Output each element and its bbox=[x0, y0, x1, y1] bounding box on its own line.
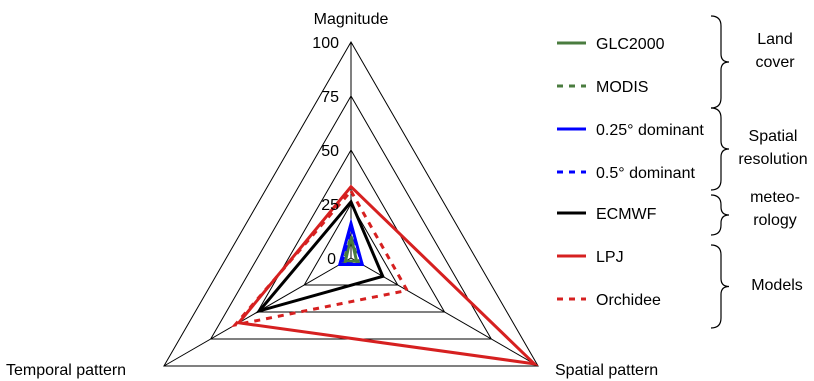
legend-label-4: ECMWF bbox=[596, 206, 657, 223]
group-label-land: Land bbox=[757, 31, 793, 48]
legend: GLC2000 MODIS 0.25° dominant 0.5° dominant E… bbox=[557, 36, 704, 309]
series-lpj bbox=[235, 184, 539, 366]
legend-label-5: LPJ bbox=[596, 249, 624, 266]
group-label-resolution: resolution bbox=[738, 151, 807, 168]
tick-label-50: 50 bbox=[321, 143, 339, 160]
brace-spatial-resolution bbox=[710, 107, 730, 191]
legend-label-0: GLC2000 bbox=[596, 36, 665, 53]
series-modis bbox=[341, 230, 361, 264]
tick-label-100: 100 bbox=[312, 35, 339, 52]
legend-groups: Land cover Spatial resolution meteo- rol… bbox=[710, 15, 808, 329]
tick-label-0: 0 bbox=[327, 251, 336, 268]
axis-label-temporal-pattern: Temporal pattern bbox=[6, 362, 126, 379]
series-ecmwf bbox=[255, 199, 385, 314]
group-label-cover: cover bbox=[755, 54, 795, 71]
group-label-rology: rology bbox=[753, 212, 797, 229]
group-label-meteo: meteo- bbox=[750, 189, 800, 206]
brace-land-cover bbox=[710, 15, 730, 109]
legend-label-3: 0.5° dominant bbox=[596, 165, 695, 182]
axis-labels: Magnitude Spatial pattern Temporal patte… bbox=[6, 11, 658, 379]
group-label-models: Models bbox=[751, 277, 803, 294]
axis-label-spatial-pattern: Spatial pattern bbox=[555, 362, 658, 379]
legend-label-6: Orchidee bbox=[596, 292, 661, 309]
grid-ring-100 bbox=[163, 40, 539, 367]
tick-labels: 0 25 50 75 100 bbox=[312, 35, 339, 268]
tick-label-25: 25 bbox=[321, 197, 339, 214]
brace-models bbox=[710, 244, 730, 329]
radar-series bbox=[231, 184, 539, 366]
tick-label-75: 75 bbox=[321, 89, 339, 106]
axis-label-magnitude: Magnitude bbox=[314, 11, 389, 28]
brace-meteorology bbox=[710, 194, 730, 236]
group-label-spatial: Spatial bbox=[749, 128, 798, 145]
series-0-5-dominant bbox=[339, 222, 365, 267]
legend-label-1: MODIS bbox=[596, 79, 648, 96]
legend-label-2: 0.25° dominant bbox=[596, 122, 704, 139]
